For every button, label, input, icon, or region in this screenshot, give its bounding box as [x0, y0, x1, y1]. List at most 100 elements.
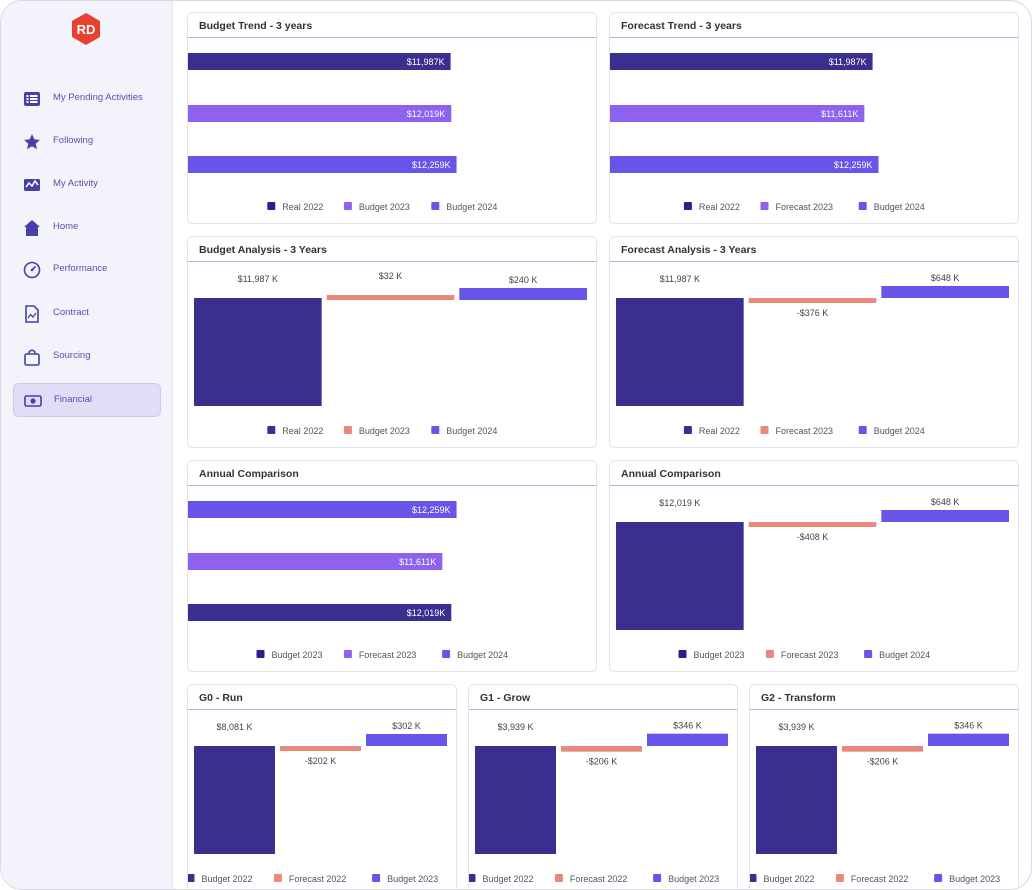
dashboard: Budget Trend - 3 years $11,987K $12,019K $…	[173, 1, 1031, 889]
data-label: -$376 K	[797, 308, 829, 318]
bar	[188, 553, 443, 570]
card-title: Budget Trend - 3 years	[199, 20, 313, 32]
bar	[616, 522, 744, 630]
divider	[610, 37, 1018, 38]
logo-badge	[72, 13, 100, 45]
chart-budget-analysis: $11,987 K $32 K $240 K Real 2022 Budget 2023…	[194, 271, 587, 436]
sidebar-item-my-activity[interactable]: My Activity	[13, 168, 161, 202]
bar	[842, 746, 923, 752]
divider	[750, 709, 1018, 710]
card-title: Annual Comparison	[621, 468, 721, 480]
logo[interactable]: RD	[69, 12, 103, 46]
bar	[881, 286, 1009, 298]
divider	[610, 485, 1018, 486]
sidebar-item-pending-activities[interactable]: My Pending Activities	[13, 82, 161, 116]
money-icon	[24, 395, 42, 407]
legend-swatch	[431, 202, 440, 210]
star-icon	[24, 134, 40, 150]
sidebar-item-label: Performance	[53, 263, 108, 274]
data-label: $11,611K	[399, 557, 436, 567]
bar	[188, 156, 457, 173]
card-title: Forecast Analysis - 3 Years	[621, 244, 757, 256]
legend-swatch	[934, 874, 943, 882]
divider	[188, 485, 596, 486]
card-title: Annual Comparison	[199, 468, 299, 480]
legend-swatch	[343, 426, 352, 434]
card-forecast-analysis: Forecast Analysis - 3 Years $11,987 K -$3…	[609, 236, 1019, 448]
sidebar-item-financial[interactable]: Financial	[13, 383, 161, 417]
divider	[188, 709, 456, 710]
chart-g1-grow: $3,939 K -$206 K $346 K Budget 2022 Forecast…	[469, 721, 728, 884]
legend-label: Budget 2023	[272, 650, 323, 660]
legend-swatch	[683, 202, 692, 210]
legend-swatch	[760, 426, 769, 434]
sidebar-item-label: Contract	[53, 307, 89, 318]
legend-swatch	[343, 202, 352, 210]
sidebar-item-contract[interactable]: Contract	[13, 297, 161, 331]
bar	[748, 522, 877, 527]
sidebar-item-label: Sourcing	[53, 350, 91, 361]
sidebar-item-sourcing[interactable]: Sourcing	[13, 340, 161, 374]
legend-label: Forecast 2022	[289, 874, 347, 884]
chart-g2-transform: $3,939 K -$206 K $346 K Budget 2022 Forecast…	[750, 721, 1009, 884]
card-budget-analysis: Budget Analysis - 3 Years $11,987 K $32 K…	[187, 236, 597, 448]
bar	[194, 746, 275, 854]
legend-swatch	[835, 874, 844, 882]
legend-label: Budget 2023	[387, 874, 438, 884]
bar	[647, 733, 728, 746]
card-g1-grow: G1 - Grow $3,939 K -$206 K $346 K Budget 20…	[468, 684, 738, 889]
legend-label: Budget 2024	[457, 650, 508, 660]
data-label: $12,259K	[834, 160, 873, 170]
sidebar-item-home[interactable]: Home	[13, 211, 161, 245]
card-forecast-trend: Forecast Trend - 3 years $11,987K $11,611…	[609, 12, 1019, 224]
sidebar-item-label: My Pending Activities	[53, 92, 143, 103]
legend-swatch	[750, 874, 757, 882]
legend-label: Budget 2024	[879, 650, 930, 660]
legend-swatch	[431, 426, 440, 434]
data-label: $32 K	[379, 271, 403, 281]
data-label: $346 K	[954, 721, 983, 731]
legend-label: Budget 2023	[668, 874, 719, 884]
legend-swatch	[469, 874, 476, 882]
card-annual-comparison-2: Annual Comparison $12,019 K -$408 K $648 K…	[609, 460, 1019, 672]
bar	[610, 156, 879, 173]
bag-icon	[24, 349, 40, 366]
legend-label: Budget 2022	[202, 874, 253, 884]
sidebar-item-performance[interactable]: Performance	[13, 253, 161, 287]
data-label: $11,611K	[821, 109, 858, 119]
card-budget-trend: Budget Trend - 3 years $11,987K $12,019K $…	[187, 12, 597, 224]
legend-swatch	[554, 874, 563, 882]
data-label: $12,019K	[407, 109, 446, 119]
data-label: $240 K	[509, 275, 538, 285]
bar	[326, 295, 455, 300]
legend-swatch	[765, 650, 774, 658]
legend-label: Forecast 2023	[776, 202, 834, 212]
card-title: G0 - Run	[199, 692, 243, 704]
list-icon	[24, 92, 40, 106]
data-label: $12,259K	[412, 505, 451, 515]
bar	[366, 734, 447, 746]
logo-text: RD	[77, 22, 96, 37]
home-icon	[24, 220, 40, 236]
legend-label: Budget 2023	[359, 202, 410, 212]
sidebar-item-following[interactable]: Following	[13, 125, 161, 159]
legend-label: Budget 2022	[764, 874, 815, 884]
data-label: $648 K	[931, 273, 960, 283]
legend-swatch	[343, 650, 352, 658]
activity-chart-icon	[24, 179, 40, 191]
card-title: G1 - Grow	[480, 692, 531, 704]
sidebar: RD My Pending Activities Following My Ac…	[1, 1, 173, 889]
bar	[188, 105, 452, 122]
legend-label: Budget 2023	[694, 650, 745, 660]
divider	[188, 37, 596, 38]
chart-budget-trend: $11,987K $12,019K $12,259K Real 2022 Budget …	[188, 53, 497, 212]
sidebar-item-label: Financial	[54, 394, 93, 405]
data-label: $12,259K	[412, 160, 451, 170]
legend-label: Real 2022	[282, 426, 323, 436]
bar	[561, 746, 642, 752]
bar	[610, 53, 873, 70]
divider	[610, 261, 1018, 262]
legend-swatch	[858, 426, 867, 434]
data-label: $11,987 K	[238, 274, 278, 284]
